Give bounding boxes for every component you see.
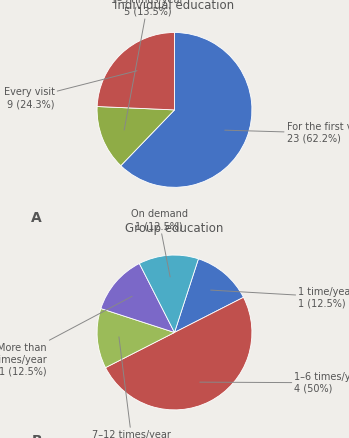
Text: A: A — [31, 211, 42, 225]
Wedge shape — [97, 106, 174, 166]
Title: Individual education: Individual education — [114, 0, 235, 12]
Text: 7–12 times/year
1 (12.5%): 7–12 times/year 1 (12.5%) — [92, 337, 171, 438]
Text: 1–6 times/year
4 (50%): 1–6 times/year 4 (50%) — [200, 372, 349, 394]
Text: More than
12 times/year
1 (12.5%): More than 12 times/year 1 (12.5%) — [0, 296, 132, 376]
Text: B: B — [31, 434, 42, 438]
Wedge shape — [174, 259, 244, 332]
Text: Every visit
9 (24.3%): Every visit 9 (24.3%) — [3, 71, 137, 109]
Text: For the first visit
23 (62.2%): For the first visit 23 (62.2%) — [225, 122, 349, 144]
Wedge shape — [97, 32, 174, 110]
Wedge shape — [97, 308, 174, 367]
Title: Group education: Group education — [125, 222, 224, 234]
Text: 1 time/year or les
1 (12.5%): 1 time/year or les 1 (12.5%) — [211, 287, 349, 308]
Wedge shape — [105, 297, 252, 410]
Text: 1–3 times/year
5 (13.5%): 1–3 times/year 5 (13.5%) — [111, 0, 184, 130]
Text: On demand
1 (12.5%): On demand 1 (12.5%) — [131, 209, 187, 277]
Wedge shape — [101, 264, 174, 332]
Wedge shape — [121, 32, 252, 187]
Wedge shape — [139, 255, 199, 332]
